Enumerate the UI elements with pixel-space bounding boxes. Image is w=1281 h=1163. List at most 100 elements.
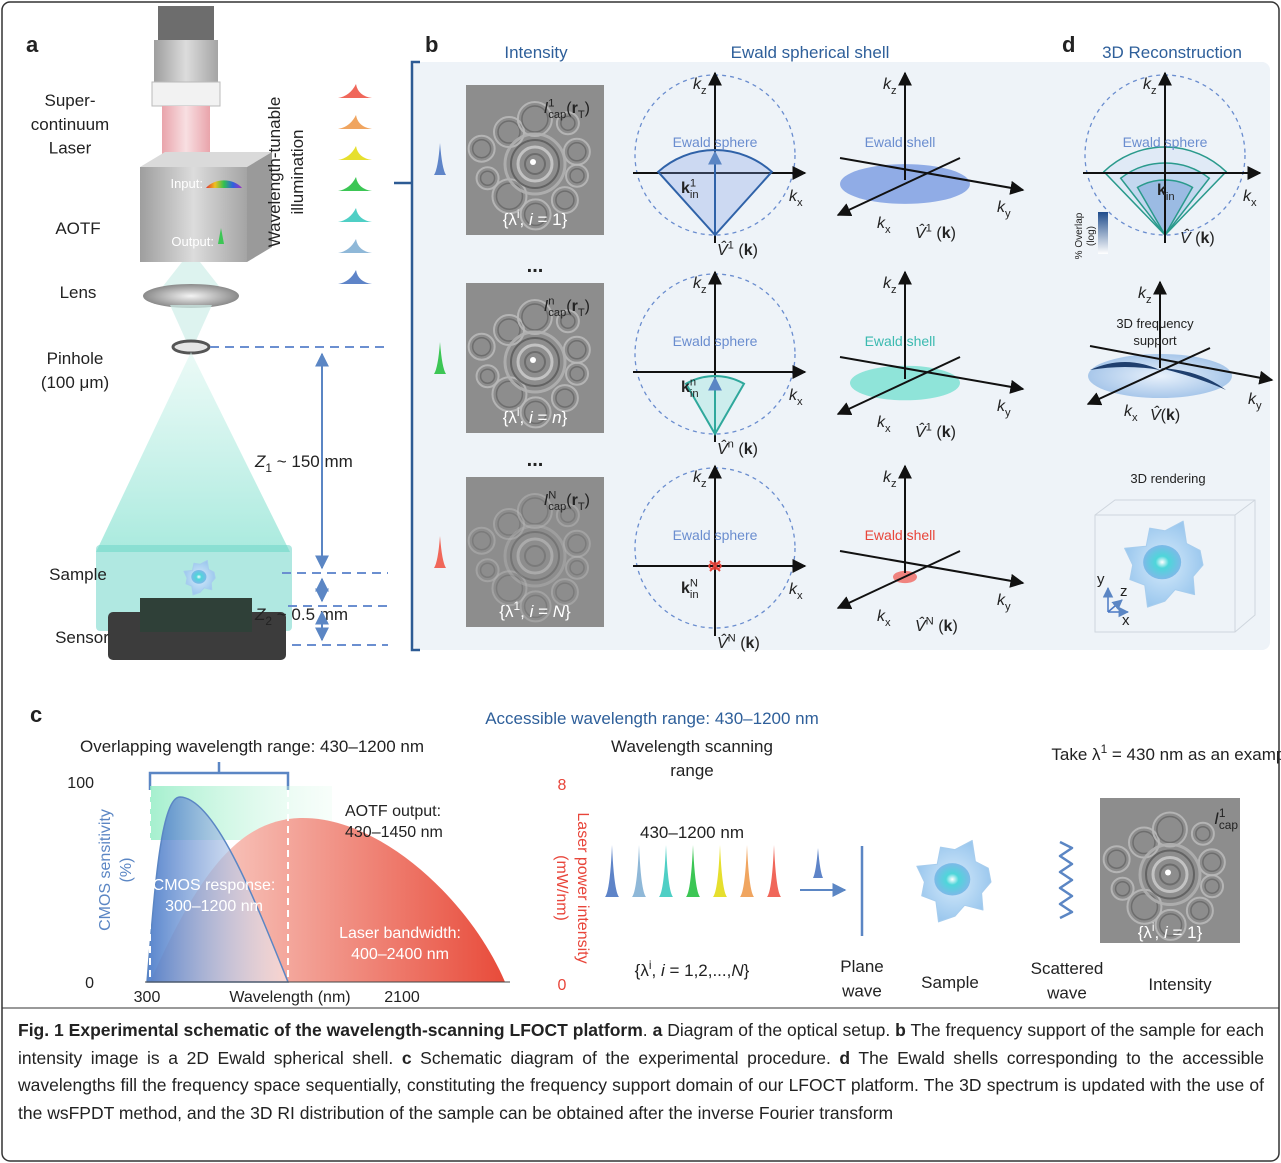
- label: Accessible wavelength range: 430–1200 nm: [485, 709, 819, 728]
- label-part: Z: [254, 605, 266, 624]
- panel-letter: b: [425, 32, 438, 57]
- label-part: N: [731, 961, 744, 980]
- label: Super-continuumLaser: [31, 91, 109, 158]
- axis-title: Wavelength (nm): [229, 989, 350, 1006]
- label-part: n: [552, 408, 561, 427]
- label-part: ): [585, 100, 590, 117]
- label-part: {λ: [499, 602, 514, 621]
- label: Overlapping wavelength range: 430–1200 n…: [80, 737, 424, 756]
- overlap-colorbar: [1098, 212, 1108, 254]
- label: Wavelength-tunableillumination: [265, 97, 307, 248]
- caption-bold: c: [402, 1048, 412, 1068]
- label: AOTF output:430–1450 nm: [345, 803, 443, 841]
- label: Lens: [60, 283, 97, 302]
- label-part: = 1}: [533, 210, 568, 229]
- wavelength-pulse: [813, 848, 823, 878]
- label-line: Laser bandwidth:: [339, 925, 461, 942]
- label: {λi, i = n}: [503, 405, 568, 427]
- label: {λi, i = 1}: [1138, 920, 1203, 942]
- label: Ewald shell: [865, 134, 936, 150]
- label-part: }: [562, 408, 568, 427]
- label-part: }: [565, 602, 571, 621]
- axis-title: Laser power intensity(mW/nm): [553, 812, 591, 963]
- label-line: % Overlap: [1074, 212, 1085, 259]
- label-part: {λ: [503, 210, 518, 229]
- label: Intensity: [1148, 975, 1212, 994]
- label: ...: [527, 449, 544, 471]
- label-line: 300–1200 nm: [165, 898, 263, 915]
- wavelength-pulse: [632, 845, 646, 897]
- label: 3D rendering: [1130, 471, 1205, 486]
- label-part: ): [585, 298, 590, 315]
- label-part: ~ 150 mm: [272, 452, 353, 471]
- label-part: z: [891, 284, 897, 296]
- label-part: ,: [520, 602, 529, 621]
- illumination-pulse: [338, 239, 372, 253]
- label-part: 1: [548, 97, 554, 109]
- label-part: in: [1166, 191, 1175, 203]
- label-part: ): [951, 424, 956, 441]
- x-tick-label: 300: [134, 989, 161, 1006]
- panel-letter: c: [30, 702, 42, 727]
- y-tick-label: 0: [85, 975, 94, 992]
- laser-ring: [152, 82, 220, 106]
- label-line: continuum: [31, 115, 109, 134]
- label: Scatteredwave: [1031, 959, 1104, 1003]
- label-part: y: [1005, 601, 1011, 613]
- beam: [170, 305, 212, 345]
- label-part: cap: [548, 501, 566, 513]
- label-part: cap: [548, 307, 566, 319]
- axis-title: CMOS sensitivity(%): [97, 809, 135, 931]
- label: V̂N (k): [717, 632, 760, 652]
- panel-title: 3D Reconstruction: [1102, 43, 1242, 62]
- label-line: range: [670, 761, 713, 780]
- label-part: x: [885, 617, 891, 629]
- label: Ewald shell: [865, 527, 936, 543]
- cell-dot: [530, 357, 536, 363]
- label-part: in: [690, 388, 699, 400]
- label-line: 430–1450 nm: [345, 824, 443, 841]
- label-part: N: [926, 615, 934, 627]
- panel-title: Ewald spherical shell: [731, 43, 890, 62]
- label: {λi, i = 1,2,...,N}: [635, 958, 750, 980]
- illumination-pulse: [338, 84, 372, 98]
- label: Ewald sphere: [673, 527, 758, 543]
- caption-text: Diagram of the optical setup.: [662, 1020, 895, 1040]
- wavelength-pulse: [605, 845, 619, 897]
- wavelength-pulse: [686, 845, 700, 897]
- label-part: ): [753, 242, 758, 259]
- label-part: k: [1166, 407, 1175, 424]
- label-part: k: [744, 242, 753, 259]
- cell-nucleus: [934, 863, 970, 895]
- label-line: Super-: [44, 91, 95, 110]
- sensor-chip: [140, 598, 252, 632]
- pinhole: [173, 341, 209, 353]
- label-part: 1: [690, 177, 696, 189]
- caption-text: .: [643, 1020, 653, 1040]
- label-line: Pinhole: [47, 349, 104, 368]
- label-part: ): [754, 635, 759, 652]
- label-part: ,: [652, 961, 661, 980]
- label-part: in: [690, 589, 699, 601]
- caption-bold: Fig. 1 Experimental schematic of the wav…: [18, 1020, 643, 1040]
- label: Output:: [171, 234, 214, 249]
- panel-letter: a: [26, 32, 39, 57]
- label-part: k: [942, 225, 951, 242]
- label: V̂n (k): [717, 438, 758, 458]
- label-part: k: [942, 424, 951, 441]
- caption-bold: d: [839, 1048, 850, 1068]
- label: Sample: [49, 565, 107, 584]
- caption-bold: a: [653, 1020, 663, 1040]
- label-line: CMOS response:: [153, 877, 276, 894]
- laser-beam: [162, 106, 210, 154]
- label-part: Z: [254, 452, 266, 471]
- cell-nucleus: [1143, 545, 1181, 579]
- label-part: z: [891, 85, 897, 97]
- label-line: 3D frequency: [1116, 316, 1194, 331]
- label: V̂1 (k): [915, 421, 956, 441]
- label: Ewald sphere: [673, 134, 758, 150]
- label: {λi, i = 1}: [503, 207, 568, 229]
- label-part: x: [797, 590, 803, 602]
- label-part: y: [1005, 407, 1011, 419]
